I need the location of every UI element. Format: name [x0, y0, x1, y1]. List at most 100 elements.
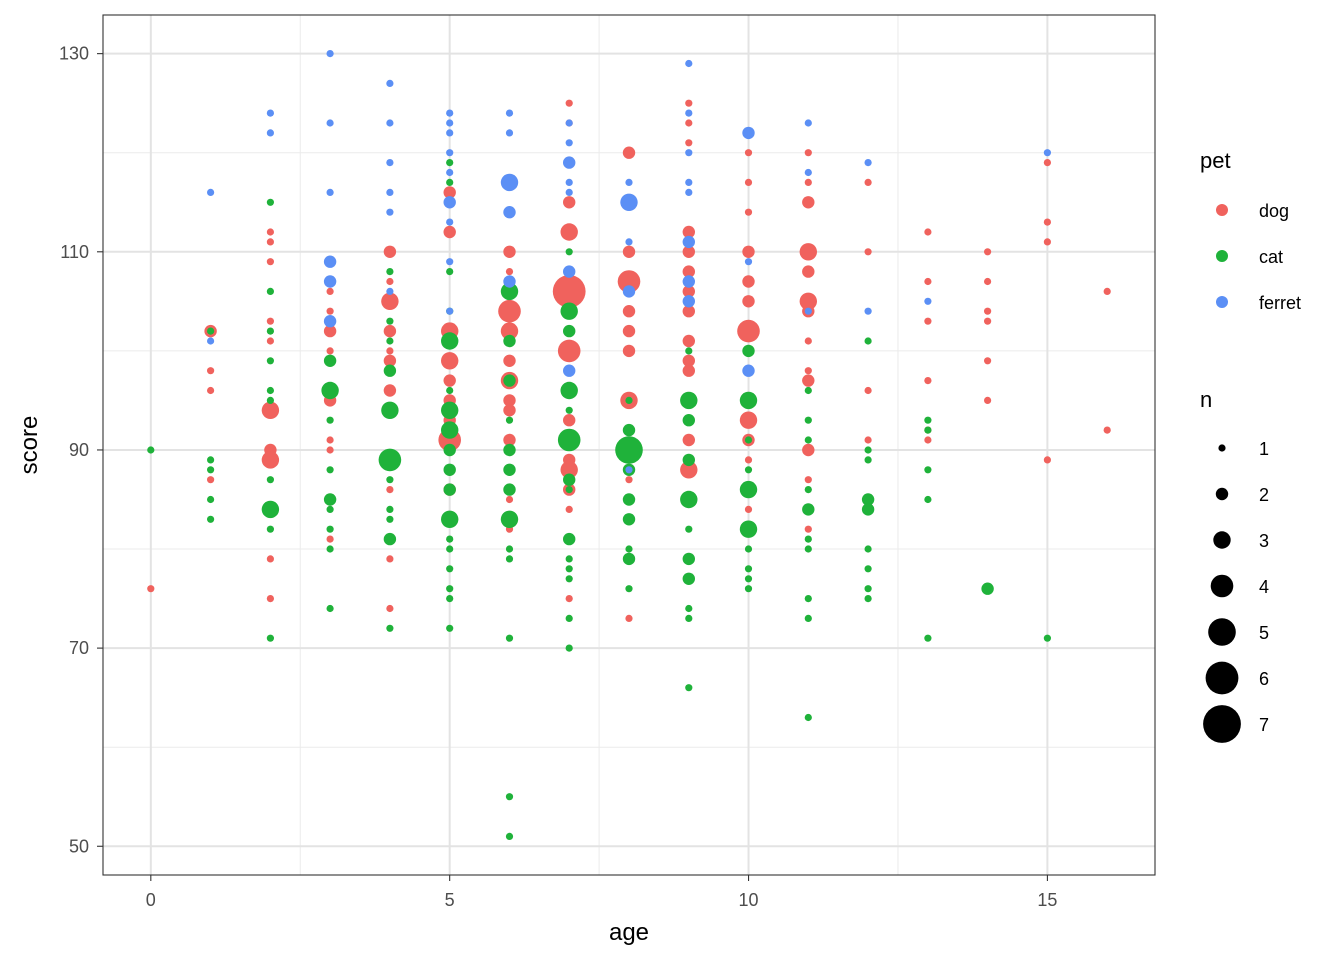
- point-dog: [804, 178, 812, 186]
- point-ferret: [386, 159, 394, 167]
- point-cat: [446, 159, 454, 167]
- point-dog: [984, 307, 992, 315]
- point-dog: [443, 186, 456, 199]
- x-tick-label: 15: [1037, 890, 1057, 910]
- point-dog: [864, 386, 872, 395]
- point-dog: [680, 461, 698, 479]
- point-cat: [924, 466, 932, 474]
- point-cat: [441, 510, 459, 528]
- point-cat: [443, 463, 456, 476]
- point-ferret: [446, 149, 454, 157]
- legend-size-label: 4: [1259, 577, 1269, 597]
- point-ferret: [326, 119, 334, 127]
- point-cat: [443, 443, 456, 457]
- point-dog: [383, 245, 397, 258]
- point-cat: [503, 483, 516, 496]
- y-tick-label: 70: [69, 638, 89, 658]
- point-dog: [207, 367, 215, 375]
- point-cat: [266, 386, 274, 395]
- point-cat: [207, 327, 215, 335]
- legend-size-label: 5: [1259, 623, 1269, 643]
- point-cat: [864, 545, 872, 553]
- point-dog: [266, 555, 274, 563]
- point-cat: [326, 416, 334, 424]
- point-dog: [625, 614, 633, 623]
- point-dog: [563, 196, 576, 209]
- legend-key-ferret: [1216, 296, 1228, 308]
- point-cat: [503, 374, 516, 387]
- point-dog: [744, 178, 753, 186]
- point-dog: [804, 149, 812, 157]
- point-ferret: [625, 178, 633, 186]
- point-cat: [864, 595, 872, 603]
- point-cat: [565, 565, 573, 573]
- point-dog: [744, 208, 753, 216]
- point-dog: [386, 347, 394, 355]
- point-cat: [739, 391, 758, 410]
- point-dog: [500, 322, 519, 340]
- point-ferret: [804, 119, 812, 127]
- point-dog: [802, 196, 815, 209]
- point-dog: [744, 149, 753, 157]
- legend-key-cat: [1216, 250, 1228, 262]
- point-ferret: [446, 168, 454, 177]
- point-cat: [864, 337, 872, 345]
- legend-key-dog: [1216, 204, 1228, 216]
- point-dog: [799, 292, 817, 310]
- point-cat: [503, 443, 516, 457]
- point-cat: [441, 421, 459, 439]
- point-cat: [505, 555, 514, 563]
- legend-pet: pet dog cat ferret: [1200, 148, 1301, 313]
- point-cat: [565, 248, 573, 256]
- point-ferret: [685, 188, 693, 196]
- point-dog: [326, 307, 334, 315]
- point-dog: [804, 337, 812, 345]
- point-cat: [682, 552, 695, 566]
- point-cat: [446, 535, 454, 543]
- point-ferret: [207, 337, 215, 345]
- x-axis-ticks: 0 5 10 15: [146, 875, 1057, 910]
- legend-size-label: 2: [1259, 485, 1269, 505]
- point-ferret: [386, 119, 394, 127]
- point-cat: [386, 337, 394, 345]
- point-dog: [443, 374, 456, 387]
- point-dog: [1043, 159, 1051, 167]
- point-cat: [261, 500, 280, 519]
- point-ferret: [446, 307, 454, 315]
- point-cat: [1043, 634, 1051, 642]
- point-cat: [381, 401, 399, 419]
- point-dog: [383, 324, 397, 338]
- point-cat: [505, 793, 514, 801]
- point-dog: [207, 476, 215, 484]
- point-dog: [984, 317, 992, 325]
- point-ferret: [446, 129, 454, 137]
- y-axis-ticks: 50 70 90 110 130: [59, 44, 103, 856]
- point-dog: [261, 451, 280, 469]
- point-dog: [266, 258, 274, 266]
- point-cat: [266, 396, 274, 404]
- point-dog: [503, 404, 516, 417]
- point-cat: [622, 493, 636, 506]
- y-tick-label: 90: [69, 440, 89, 460]
- legend-label-dog: dog: [1259, 201, 1289, 221]
- point-dog: [622, 146, 636, 159]
- point-dog: [1043, 238, 1051, 246]
- point-dog: [503, 354, 516, 367]
- point-cat: [446, 595, 454, 603]
- point-cat: [323, 354, 337, 367]
- point-cat: [563, 473, 576, 486]
- point-ferret: [625, 466, 633, 474]
- point-dog: [924, 228, 932, 236]
- point-dog: [207, 386, 215, 395]
- point-cat: [685, 525, 693, 533]
- point-dog: [742, 295, 755, 308]
- legend-n-title: n: [1200, 387, 1212, 412]
- point-cat: [744, 436, 753, 444]
- point-ferret: [326, 50, 334, 58]
- point-cat: [326, 545, 334, 553]
- point-cat: [500, 510, 519, 528]
- point-ferret: [864, 159, 872, 167]
- point-dog: [984, 248, 992, 256]
- point-dog: [386, 486, 394, 494]
- point-ferret: [804, 168, 812, 177]
